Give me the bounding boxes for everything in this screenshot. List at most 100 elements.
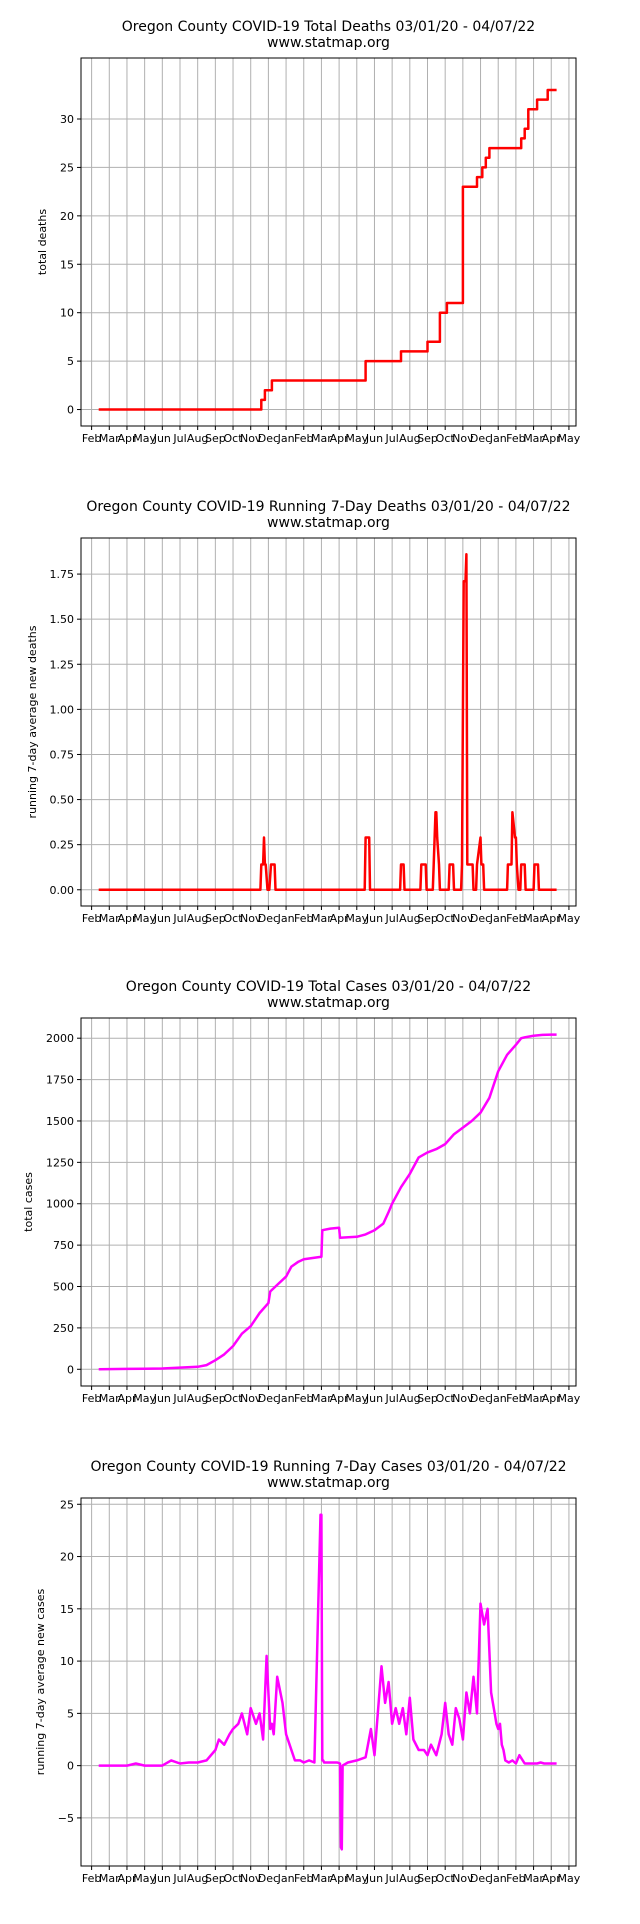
y-tick-label: −5	[58, 1812, 74, 1825]
y-tick-label: 1.25	[50, 658, 75, 671]
x-tick-label: May	[133, 1872, 156, 1885]
chart-title: Oregon County COVID-19 Total Deaths 03/0…	[122, 19, 535, 35]
y-tick-label: 1000	[46, 1198, 74, 1211]
x-tick-label: Jan	[277, 1872, 295, 1885]
x-tick-label: Aug	[187, 432, 208, 445]
x-tick-label: Apr	[330, 1392, 350, 1405]
x-tick-label: Dec	[258, 432, 279, 445]
series-line	[98, 1033, 557, 1371]
x-tick-label: Mar	[523, 432, 544, 445]
x-tick-label: Nov	[240, 912, 262, 925]
y-tick-label: 1.50	[50, 613, 75, 626]
y-tick-label: 0	[67, 1760, 74, 1773]
x-tick-label: Apr	[330, 1872, 350, 1885]
x-tick-label: Jun	[365, 432, 383, 445]
x-tick-label: Sep	[205, 912, 226, 925]
x-tick-label: Oct	[436, 912, 456, 925]
x-tick-label: Apr	[117, 1872, 137, 1885]
y-tick-label: 1250	[46, 1156, 74, 1169]
chart-title: Oregon County COVID-19 Total Cases 03/01…	[126, 979, 531, 995]
x-tick-label: Apr	[117, 1392, 137, 1405]
x-tick-label: Sep	[417, 432, 438, 445]
x-tick-label: Jan	[489, 432, 507, 445]
x-tick-label: Apr	[542, 1392, 562, 1405]
x-tick-label: Feb	[294, 432, 313, 445]
x-tick-label: Jan	[489, 1392, 507, 1405]
x-tick-label: Mar	[311, 1872, 332, 1885]
x-tick-label: Jan	[277, 912, 295, 925]
x-tick-label: Nov	[240, 1872, 262, 1885]
x-tick-label: Oct	[436, 432, 456, 445]
x-tick-label: Dec	[258, 1392, 279, 1405]
y-tick-label: 5	[67, 355, 74, 368]
x-tick-label: Jul	[385, 912, 399, 925]
x-tick-label: May	[345, 1392, 368, 1405]
chart-subtitle: www.statmap.org	[267, 515, 390, 531]
x-tick-label: May	[345, 432, 368, 445]
x-tick-label: Mar	[99, 1872, 120, 1885]
x-tick-label: Jun	[153, 1872, 171, 1885]
x-tick-label: Jan	[277, 432, 295, 445]
y-tick-label: 500	[53, 1281, 74, 1294]
y-tick-label: 1500	[46, 1115, 74, 1128]
chart-title: Oregon County COVID-19 Running 7-Day Cas…	[90, 1459, 566, 1475]
y-tick-label: 20	[60, 1551, 74, 1564]
x-tick-label: Feb	[82, 1392, 101, 1405]
plot-frame	[80, 537, 577, 907]
x-tick-label: May	[558, 1392, 581, 1405]
x-tick-label: Nov	[452, 432, 474, 445]
x-tick-label: May	[558, 912, 581, 925]
x-tick-label: Feb	[82, 1872, 101, 1885]
x-tick-label: Dec	[258, 1872, 279, 1885]
y-tick-label: 0.75	[50, 748, 75, 761]
x-tick-label: Aug	[399, 912, 420, 925]
x-tick-label: Mar	[311, 912, 332, 925]
y-tick-label: 15	[60, 258, 74, 271]
x-tick-label: Feb	[82, 912, 101, 925]
x-tick-label: Nov	[452, 912, 474, 925]
x-tick-label: May	[133, 912, 156, 925]
x-tick-label: Feb	[506, 1392, 525, 1405]
x-tick-label: Mar	[311, 432, 332, 445]
chart-subtitle: www.statmap.org	[267, 1475, 390, 1491]
chart-2: Oregon County COVID-19 Running 7-Day Dea…	[26, 499, 581, 925]
x-tick-label: May	[133, 432, 156, 445]
x-tick-label: Mar	[99, 1392, 120, 1405]
y-tick-label: 1.00	[50, 703, 75, 716]
x-tick-label: Nov	[452, 1872, 474, 1885]
y-tick-label: 250	[53, 1322, 74, 1335]
x-tick-label: Dec	[470, 912, 491, 925]
x-tick-label: Oct	[224, 432, 244, 445]
x-tick-label: Jan	[489, 912, 507, 925]
y-tick-label: 0.00	[50, 884, 75, 897]
x-tick-label: Apr	[542, 1872, 562, 1885]
x-tick-label: Jun	[365, 1392, 383, 1405]
x-tick-label: Mar	[523, 1872, 544, 1885]
x-tick-label: Jul	[172, 432, 186, 445]
x-tick-label: Jul	[172, 1392, 186, 1405]
x-tick-label: Sep	[417, 1872, 438, 1885]
y-tick-label: 0.25	[50, 839, 75, 852]
x-tick-label: May	[558, 432, 581, 445]
chart-subtitle: www.statmap.org	[267, 35, 390, 51]
chart-title: Oregon County COVID-19 Running 7-Day Dea…	[86, 499, 570, 515]
y-tick-label: 20	[60, 210, 74, 223]
x-tick-label: Oct	[224, 912, 244, 925]
x-tick-label: Oct	[224, 1872, 244, 1885]
y-tick-label: 2000	[46, 1032, 74, 1045]
y-tick-label: 0	[67, 1363, 74, 1376]
y-axis-label: total cases	[22, 1172, 35, 1232]
x-tick-label: Mar	[99, 912, 120, 925]
y-tick-label: 25	[60, 161, 74, 174]
x-tick-label: Apr	[542, 432, 562, 445]
x-tick-label: May	[133, 1392, 156, 1405]
x-tick-label: Feb	[294, 1392, 313, 1405]
y-axis-label: running 7-day average new cases	[34, 1589, 47, 1776]
x-tick-label: Sep	[205, 1392, 226, 1405]
x-tick-label: Jul	[172, 1872, 186, 1885]
x-tick-label: Feb	[294, 1872, 313, 1885]
chart-subtitle: www.statmap.org	[267, 995, 390, 1011]
y-tick-label: 15	[60, 1603, 74, 1616]
x-tick-label: Apr	[542, 912, 562, 925]
